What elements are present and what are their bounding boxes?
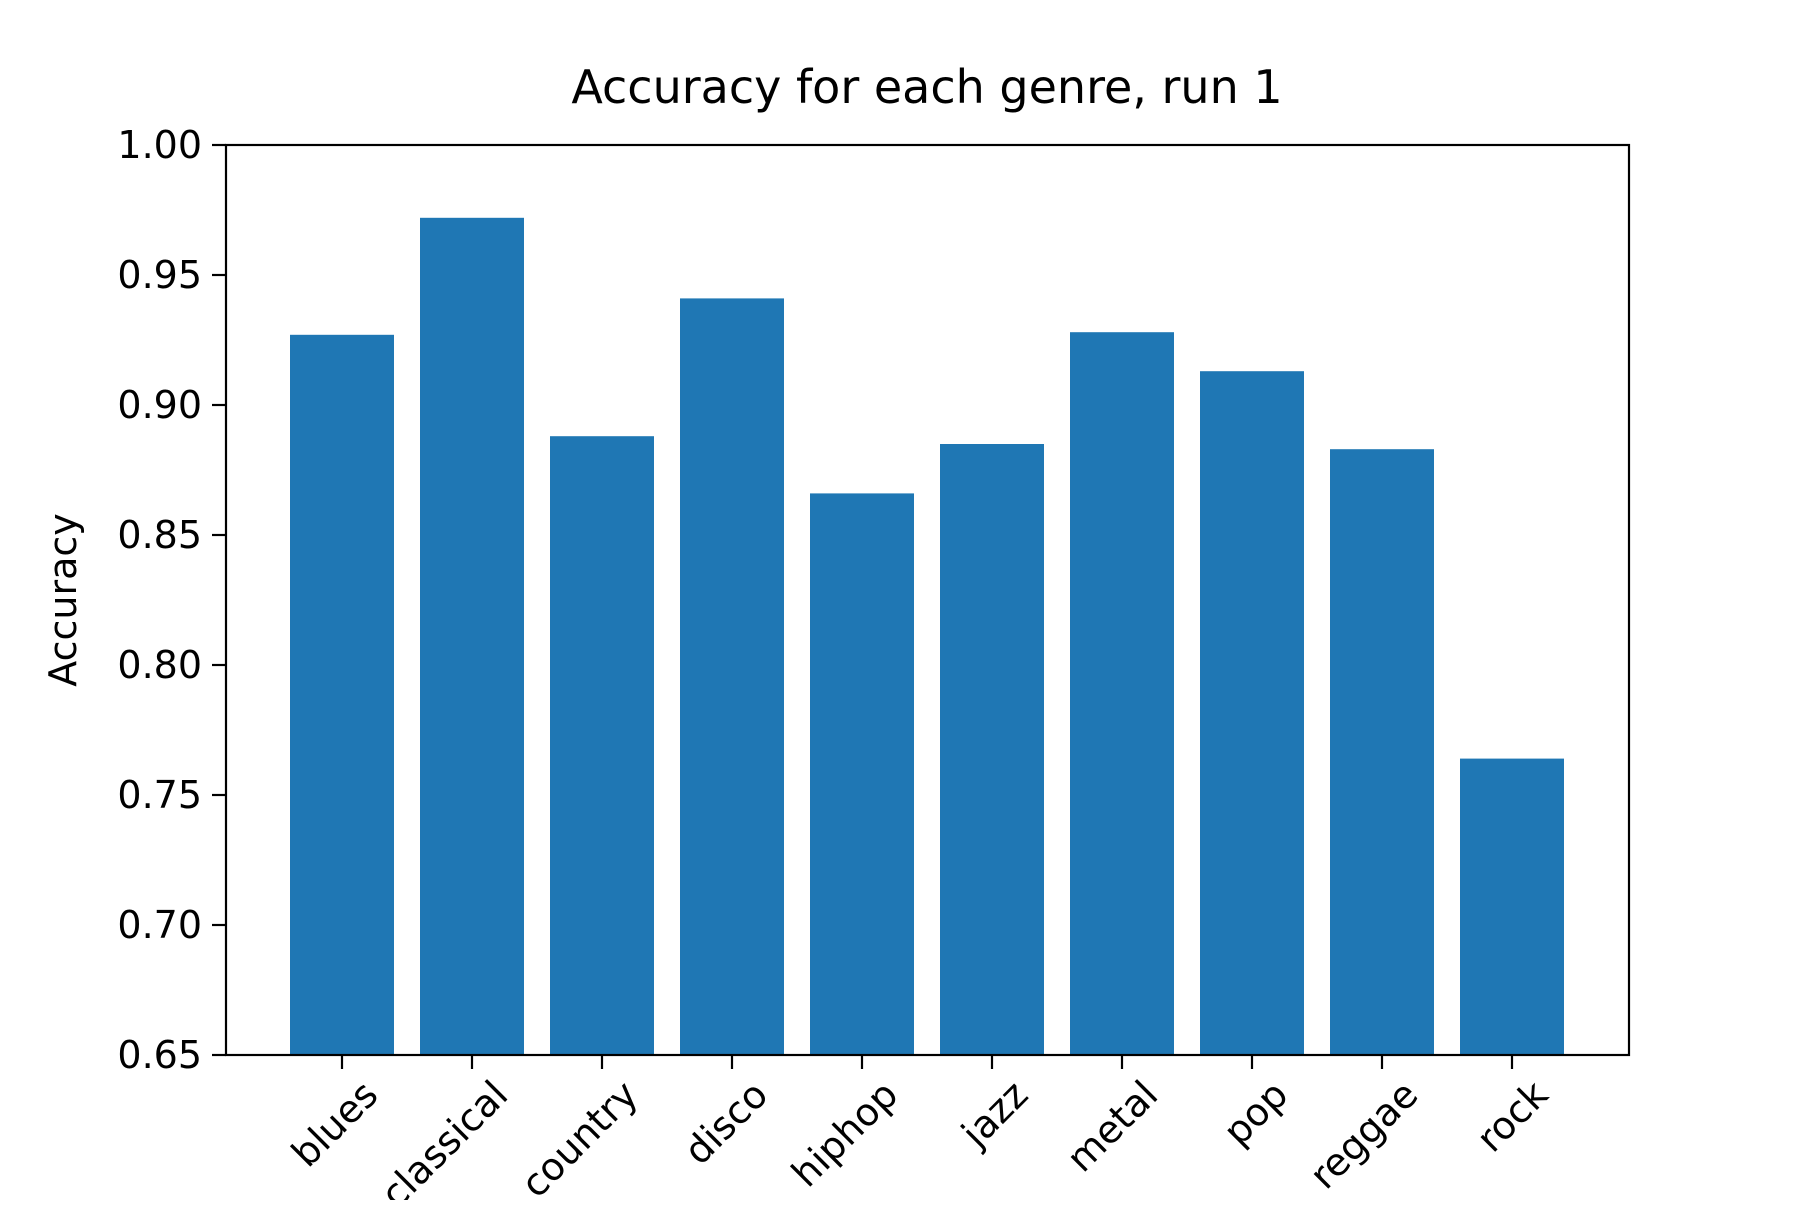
- bar-rock: [1460, 758, 1564, 1055]
- y-tick-label: 1.00: [117, 123, 202, 167]
- y-tick-label: 0.80: [117, 643, 202, 687]
- x-tick-label-pop: pop: [1215, 1072, 1297, 1154]
- y-tick-label: 0.85: [117, 513, 202, 557]
- x-tick-label-classical: classical: [372, 1072, 516, 1200]
- y-tick-label: 0.70: [117, 903, 202, 947]
- y-tick-label: 0.90: [117, 383, 202, 427]
- x-tick-label-country: country: [512, 1072, 646, 1200]
- bar-metal: [1070, 332, 1174, 1055]
- x-tick-label-hiphop: hiphop: [783, 1072, 906, 1195]
- x-tick-label-reggae: reggae: [1301, 1072, 1426, 1197]
- y-axis-ticks: 0.65 0.70 0.75 0.80 0.85 0.90 0.95 1.00: [117, 123, 226, 1077]
- y-tick-label: 0.75: [117, 773, 202, 817]
- bar-classical: [420, 217, 524, 1056]
- bar-disco: [680, 298, 784, 1055]
- bars-layer: [290, 217, 1564, 1056]
- bar-hiphop: [810, 493, 914, 1055]
- bar-country: [550, 436, 654, 1055]
- bar-blues: [290, 334, 394, 1055]
- bar-reggae: [1330, 449, 1434, 1055]
- y-tick-label: 0.95: [117, 253, 202, 297]
- chart-title: Accuracy for each genre, run 1: [571, 60, 1282, 114]
- bar-jazz: [940, 444, 1044, 1055]
- x-tick-label-jazz: jazz: [952, 1072, 1036, 1156]
- x-tick-label-disco: disco: [676, 1072, 777, 1173]
- y-axis-label: Accuracy: [41, 513, 85, 687]
- x-tick-label-rock: rock: [1468, 1072, 1556, 1160]
- x-tick-label-metal: metal: [1058, 1072, 1166, 1180]
- plot-frame: [224, 143, 1631, 1057]
- bar-pop: [1200, 371, 1304, 1055]
- x-tick-label-blues: blues: [283, 1072, 386, 1175]
- y-tick-label: 0.65: [117, 1033, 202, 1077]
